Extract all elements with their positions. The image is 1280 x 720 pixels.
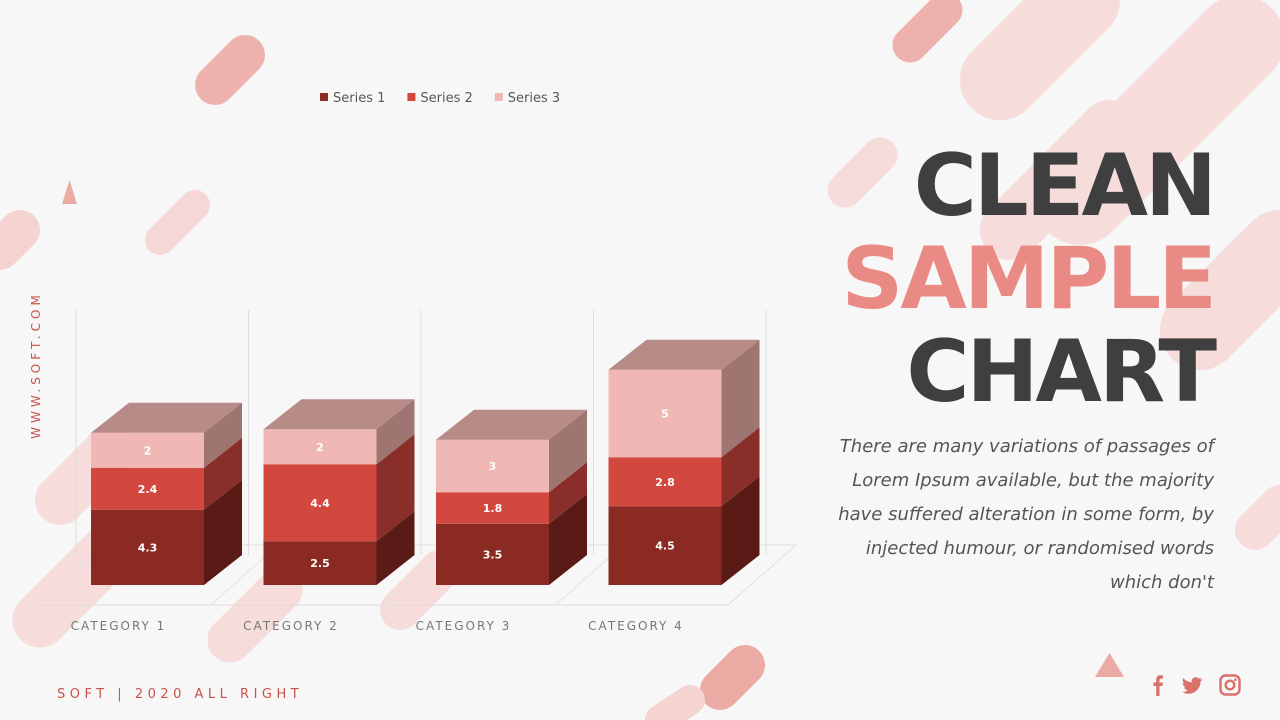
- bar: [263, 429, 377, 465]
- category-label: CATEGORY 1: [71, 619, 167, 633]
- bar-top: [91, 402, 242, 433]
- bar-side: [549, 493, 587, 585]
- data-label: 2.4: [138, 483, 158, 496]
- data-label: 5: [661, 408, 669, 421]
- stacked-bar-chart: Series 1 Series 2 Series 3 4.3 2.4 2 2.5 4.4 2 3…: [36, 91, 798, 633]
- data-label: 2: [144, 444, 152, 457]
- footer-text: SOFT | 2020 ALL RIGHT: [57, 687, 304, 702]
- twitter-icon[interactable]: [1180, 672, 1204, 698]
- title-line-sample: SAMPLE: [841, 229, 1217, 329]
- bar: [263, 464, 377, 542]
- bar: [263, 541, 377, 585]
- category-labels: CATEGORY 1 CATEGORY 2 CATEGORY 3 CATEGORY 4: [71, 619, 684, 633]
- bar: [608, 506, 722, 585]
- bar: [608, 369, 722, 458]
- bar-side: [721, 427, 760, 507]
- data-label: 4.3: [138, 541, 158, 554]
- facebook-icon[interactable]: [1148, 672, 1168, 698]
- page-title: CLEAN SAMPLE CHART: [841, 136, 1217, 422]
- data-label: 2: [316, 441, 324, 454]
- bar-side: [549, 409, 587, 493]
- instagram-icon[interactable]: [1218, 672, 1242, 698]
- bar-side: [721, 476, 760, 585]
- bar-side: [204, 479, 242, 585]
- bar: [436, 439, 549, 493]
- data-label: 3.5: [483, 548, 503, 561]
- bar: [91, 467, 204, 510]
- data-label: 4.4: [310, 497, 330, 510]
- category-label: CATEGORY 2: [243, 619, 339, 633]
- bar-side: [204, 437, 242, 510]
- data-label: 4.5: [655, 540, 675, 553]
- description-text: There are many variations of passages of…: [838, 436, 1214, 593]
- data-label: 3: [489, 460, 497, 473]
- floor-line: [727, 544, 797, 606]
- legend-label: Series 2: [420, 91, 472, 106]
- title-line-clean: CLEAN: [913, 136, 1217, 236]
- category-label: CATEGORY 3: [416, 619, 512, 633]
- bar-side: [376, 511, 415, 585]
- bar-side: [721, 339, 760, 458]
- bar-side: [376, 434, 415, 542]
- legend: Series 1 Series 2 Series 3: [320, 91, 560, 106]
- category-label: CATEGORY 4: [588, 619, 684, 633]
- bar-side: [204, 402, 242, 468]
- legend-swatch: [407, 93, 416, 101]
- bar: [91, 432, 204, 468]
- bars: 4.3 2.4 2 2.5 4.4 2 3.5 1.8 3 4.5 2.8 5: [91, 339, 760, 585]
- bar: [436, 523, 549, 585]
- legend-label: Series 3: [508, 91, 560, 106]
- bar-top: [608, 339, 760, 370]
- bar: [91, 509, 204, 585]
- bar-top: [263, 399, 415, 430]
- bar: [608, 457, 722, 507]
- bar-side: [549, 462, 587, 524]
- data-label: 2.8: [655, 476, 675, 489]
- legend-label: Series 1: [333, 91, 385, 106]
- legend-swatch: [494, 93, 503, 101]
- bar-top: [436, 409, 587, 440]
- legend-swatch: [320, 93, 328, 101]
- bar: [436, 492, 549, 524]
- gridlines: [75, 310, 767, 555]
- data-label: 1.8: [483, 502, 503, 515]
- bar-side: [376, 399, 415, 465]
- data-label: 2.5: [310, 557, 330, 570]
- title-line-chart: CHART: [906, 322, 1217, 422]
